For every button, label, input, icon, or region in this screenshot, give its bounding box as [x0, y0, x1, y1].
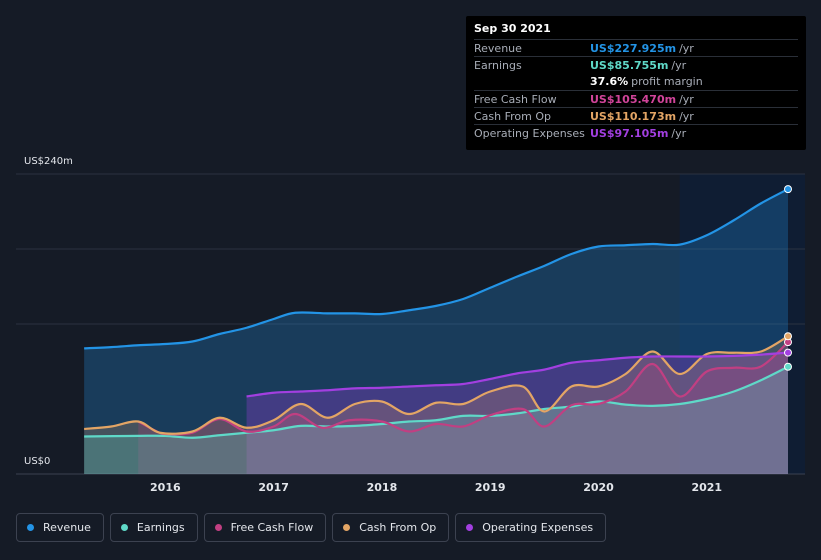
earnings-line [84, 365, 789, 439]
tooltip-earnings-unit: /yr [671, 58, 687, 72]
legend-dot-icon [466, 524, 474, 531]
legend-item-free-cash-flow[interactable]: Free Cash Flow [203, 513, 327, 542]
tooltip-row-cfo: Cash From Op US$110.173m /yr [474, 107, 798, 124]
revenue-endpoint [784, 185, 792, 194]
legend-item-revenue[interactable]: Revenue [16, 513, 104, 542]
legend-dot-icon [120, 524, 128, 531]
tooltip-row-earnings: Earnings US$85.755m /yr [474, 56, 798, 73]
legend-label: Revenue [43, 521, 91, 534]
tooltip-opex-value: US$97.105m [590, 126, 669, 140]
tooltip-cfo-unit: /yr [679, 109, 694, 123]
earnings-endpoint [784, 362, 792, 371]
tooltip-row-opex: Operating Expenses US$97.105m /yr [474, 124, 798, 141]
revenue-line [84, 188, 789, 350]
tooltip-cfo-value: US$110.173m [590, 109, 677, 123]
tooltip-opex-label: Operating Expenses [474, 126, 585, 140]
tooltip-margin-label: profit margin [631, 75, 703, 88]
tooltip-earnings-value: US$85.755m [590, 58, 669, 72]
legend-item-operating-expenses[interactable]: Operating Expenses [455, 513, 607, 542]
tooltip-revenue-unit: /yr [679, 41, 694, 55]
chart-legend: Revenue Earnings Free Cash Flow Cash Fro… [16, 513, 607, 542]
tooltip-date: Sep 30 2021 [474, 22, 551, 35]
legend-label: Cash From Op [359, 521, 437, 534]
x-tick-label: 2020 [583, 481, 614, 494]
chart-plot: 2016 2017 2018 2019 2020 2021 [16, 173, 805, 494]
y-axis-max-label: US$240m [24, 156, 73, 167]
legend-label: Earnings [136, 521, 185, 534]
operating-expenses-line [246, 351, 789, 398]
legend-item-cash-from-op[interactable]: Cash From Op [332, 513, 450, 542]
legend-item-earnings[interactable]: Earnings [109, 513, 198, 542]
legend-dot-icon [343, 524, 351, 531]
tooltip-margin-value: 37.6% [590, 75, 629, 88]
tooltip-cfo-label: Cash From Op [474, 109, 552, 123]
data-tooltip: Sep 30 2021 Revenue US$227.925m /yr Earn… [466, 16, 806, 150]
tooltip-fcf-value: US$105.470m [590, 92, 677, 106]
tooltip-opex-unit: /yr [671, 126, 687, 140]
free-cash-flow-line [137, 341, 789, 436]
tooltip-revenue-label: Revenue [474, 41, 522, 55]
cash-from-op-line [84, 335, 789, 435]
cash-from-op-area [84, 336, 788, 474]
x-tick-label: 2021 [691, 481, 722, 494]
x-tick-label: 2018 [367, 481, 398, 494]
cash-from-op-endpoint [784, 332, 792, 341]
y-axis-min-label: US$0 [24, 456, 51, 467]
legend-dot-icon [27, 524, 34, 531]
x-tick-label: 2017 [258, 481, 289, 494]
tooltip-earnings-label: Earnings [474, 58, 522, 72]
tooltip-revenue-value: US$227.925m [590, 41, 677, 55]
tooltip-fcf-unit: /yr [679, 92, 694, 106]
tooltip-row-fcf: Free Cash Flow US$105.470m /yr [474, 90, 798, 107]
tooltip-row-margin: 37.6% profit margin [474, 73, 798, 90]
x-tick-label: 2019 [475, 481, 506, 494]
x-tick-label: 2016 [150, 481, 181, 494]
tooltip-row-revenue: Revenue US$227.925m /yr [474, 39, 798, 56]
legend-dot-icon [214, 524, 222, 531]
free-cash-flow-area [138, 342, 789, 474]
operating-expenses-endpoint [784, 348, 792, 357]
legend-label: Operating Expenses [482, 521, 594, 534]
tooltip-fcf-label: Free Cash Flow [474, 92, 557, 106]
legend-label: Free Cash Flow [230, 521, 314, 534]
